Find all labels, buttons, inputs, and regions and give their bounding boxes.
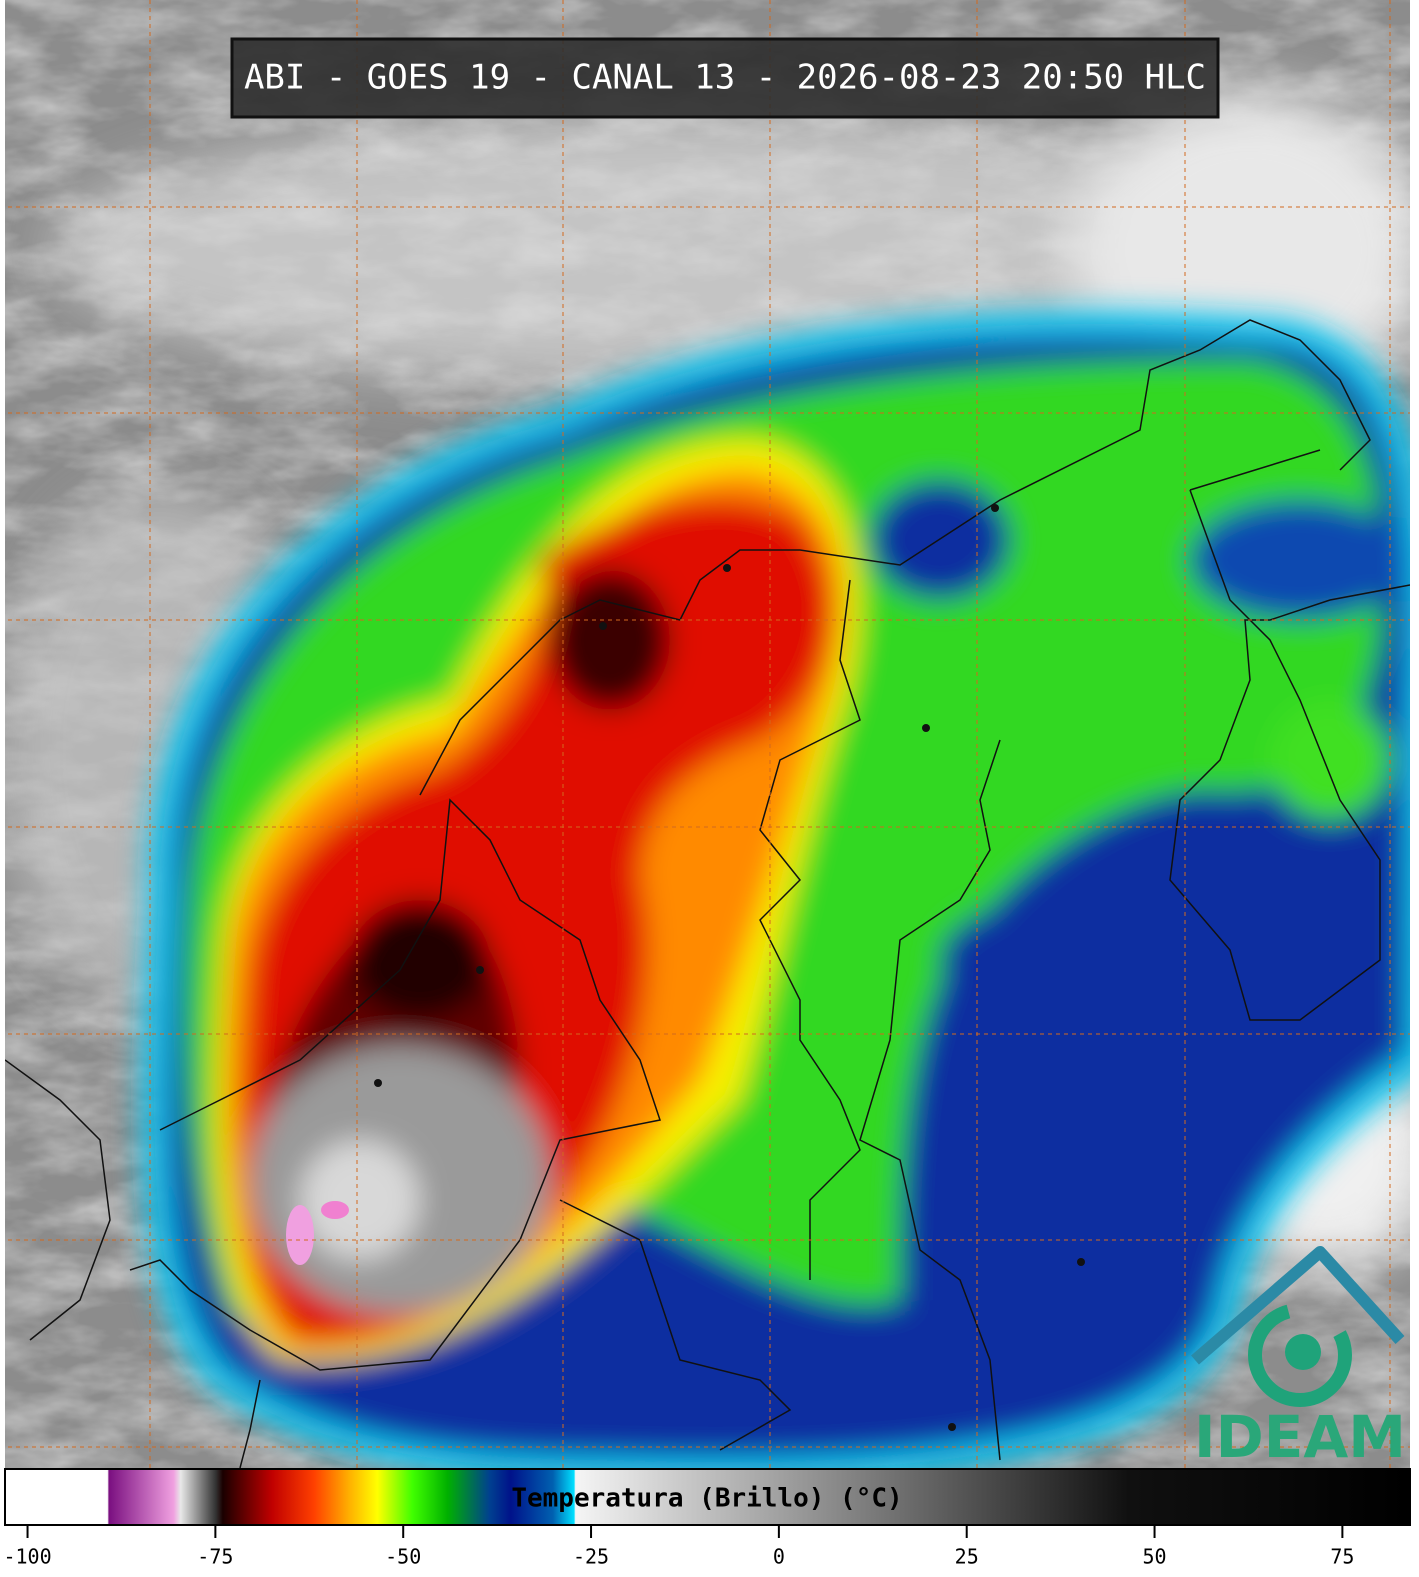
- colorbar-tick-label: 50: [1142, 1545, 1166, 1569]
- colorbar-tick-label: -50: [385, 1545, 421, 1569]
- title-box: ABI - GOES 19 - CANAL 13 - 2026-08-23 20…: [230, 37, 1220, 119]
- image-title: ABI - GOES 19 - CANAL 13 - 2026-08-23 20…: [244, 58, 1206, 98]
- cities: [374, 504, 1085, 1431]
- colorbar-tick-label: -75: [197, 1545, 233, 1569]
- logo: IDEAM: [1191, 1246, 1406, 1471]
- colorbar-tick-label: 0: [773, 1545, 785, 1569]
- colorbar-tick-label: -100: [3, 1545, 51, 1569]
- colorbar-tick-label: 25: [955, 1545, 979, 1569]
- colorbar-tick-label: -25: [573, 1545, 609, 1569]
- satellite-map: [5, 0, 1410, 1468]
- colorbar-tick-label: 75: [1330, 1545, 1354, 1569]
- colorbar: Temperatura (Brillo) (°C) -100 -75 -50 -25 0…: [3, 1468, 1411, 1569]
- logo-text: IDEAM: [1194, 1403, 1406, 1471]
- colorbar-label: Temperatura (Brillo) (°C): [511, 1484, 902, 1514]
